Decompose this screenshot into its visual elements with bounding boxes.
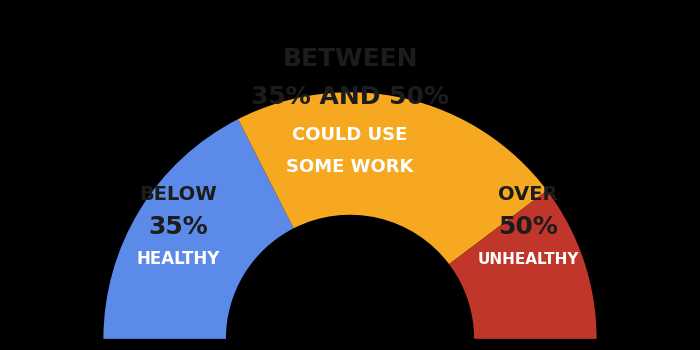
Wedge shape (449, 190, 596, 339)
Text: SOME WORK: SOME WORK (286, 158, 414, 176)
Wedge shape (104, 119, 294, 339)
Text: HEALTHY: HEALTHY (136, 250, 220, 268)
Text: UNHEALTHY: UNHEALTHY (477, 252, 579, 267)
Text: BELOW: BELOW (139, 184, 217, 204)
Text: 50%: 50% (498, 216, 558, 239)
Text: BETWEEN: BETWEEN (282, 47, 418, 71)
Text: OVER: OVER (498, 184, 558, 204)
Text: COULD USE: COULD USE (293, 126, 407, 144)
Wedge shape (238, 92, 547, 264)
Text: 35%: 35% (148, 216, 208, 239)
Text: 35% AND 50%: 35% AND 50% (251, 85, 449, 109)
